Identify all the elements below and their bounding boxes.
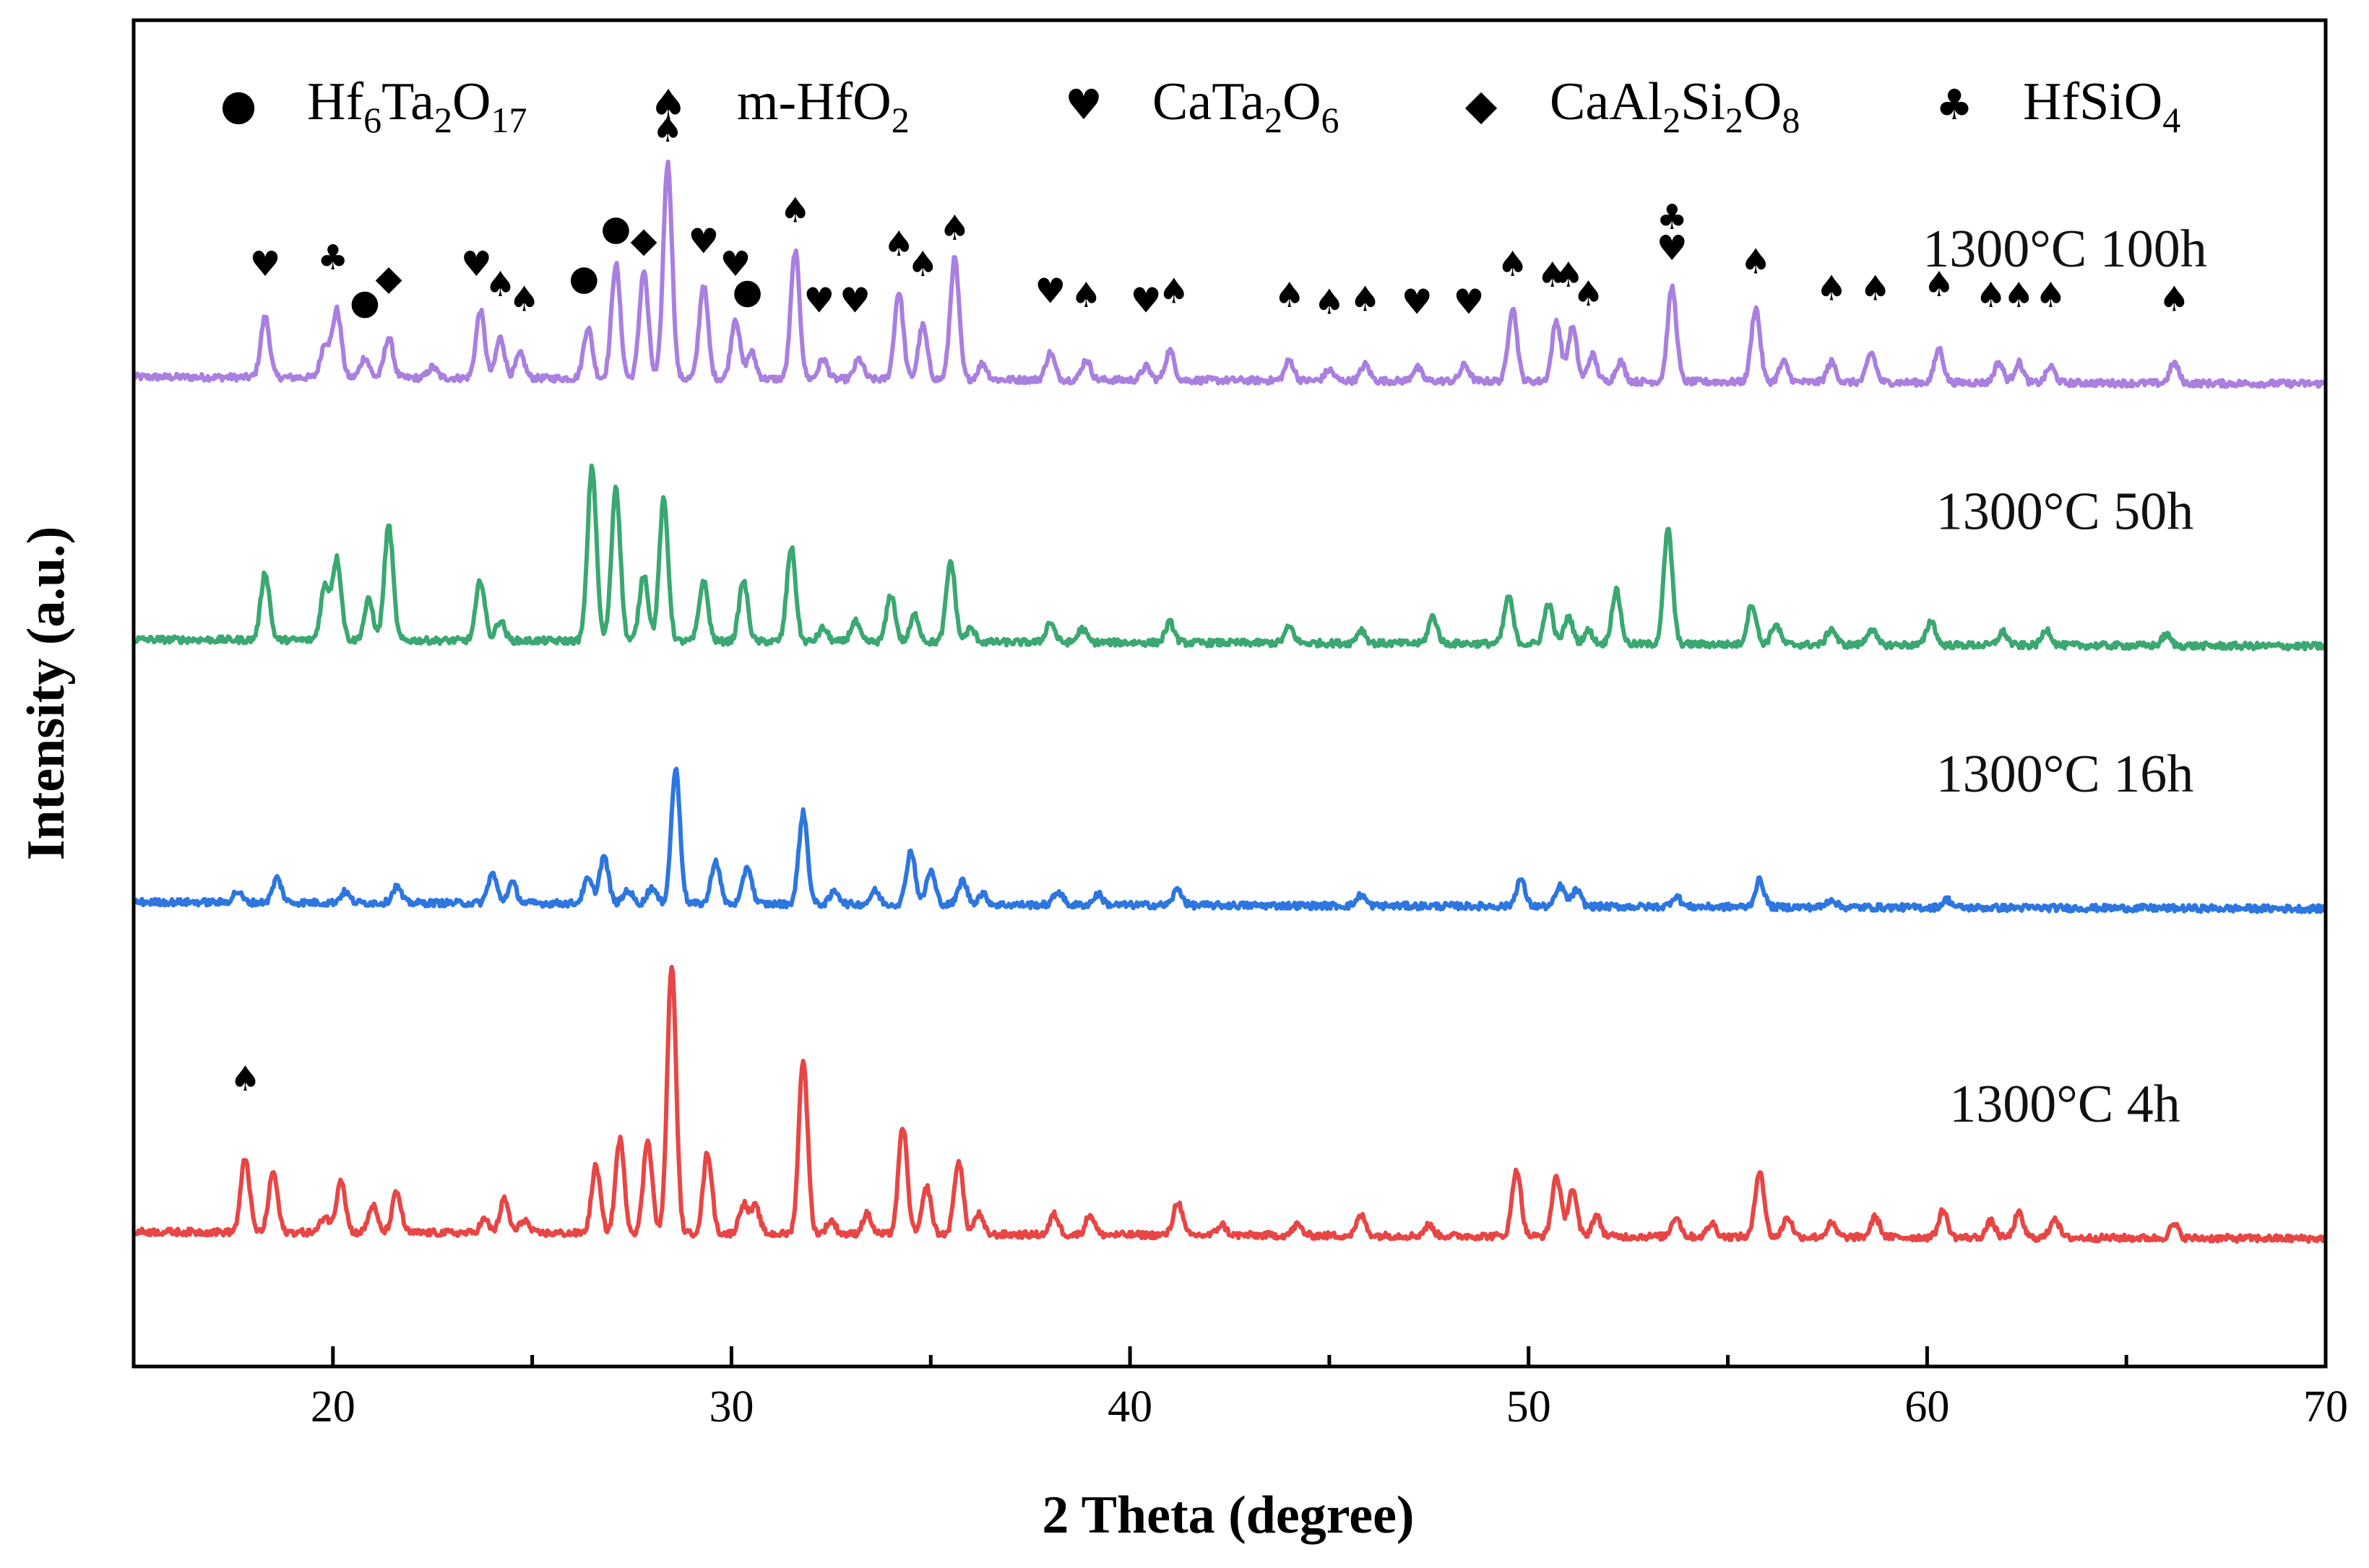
phase-marker: ♥ <box>250 244 281 285</box>
x-tick-label: 30 <box>709 1382 754 1431</box>
legend-label-part: O <box>452 72 491 131</box>
phase-marker: ♥ <box>1131 280 1162 321</box>
phase-marker: ♠ <box>780 191 811 231</box>
x-tick-label: 50 <box>1506 1382 1551 1431</box>
legend-label-subscript: 17 <box>491 100 527 140</box>
phase-marker: ♠ <box>907 244 938 285</box>
legend-label-part: O <box>1743 72 1782 131</box>
phase-marker: ♠ <box>2159 280 2190 320</box>
legend-label: m-HfO2 <box>737 72 910 140</box>
series-label-layer: 1300°C 100h 1300°C 50h 1300°C 16h 1300°C 4h <box>1923 220 2206 1134</box>
plot-frame <box>131 18 2328 1369</box>
x-tick-label: 60 <box>1904 1382 1949 1431</box>
x-tick-label: 40 <box>1108 1382 1152 1431</box>
phase-marker: ♠ <box>939 208 970 248</box>
legend-label: HfSiO4 <box>2023 72 2180 140</box>
legend-label-part: Hf <box>307 72 363 131</box>
legend-label-part: HfSiO <box>2023 72 2162 131</box>
phase-marker: ♠ <box>1975 275 2006 316</box>
phase-marker: ♠ <box>1860 269 1891 309</box>
phase-marker: ♠ <box>485 264 516 305</box>
legend-label-subscript: 2 <box>434 100 452 140</box>
phase-marker: ♠ <box>1350 280 1381 320</box>
series-line <box>131 964 2328 1244</box>
legend-label: Hf6Ta2O17 <box>307 72 527 140</box>
phase-marker: ● <box>601 208 631 248</box>
phase-marker: ● <box>569 258 599 298</box>
phase-marker: ♠ <box>509 280 540 320</box>
phase-marker: ● <box>733 271 763 311</box>
legend-label-subscript: 2 <box>1725 100 1743 140</box>
legend-label-subscript: 4 <box>2162 100 2180 140</box>
legend-label-subscript: 2 <box>1662 100 1680 140</box>
legend-symbol-diamond: ◆ <box>1465 80 1498 129</box>
phase-marker: ♥ <box>461 244 492 285</box>
phase-marker: ♠ <box>1553 255 1584 295</box>
phase-marker: ♠ <box>1274 275 1305 316</box>
series-label: 1300°C 50h <box>1936 482 2193 542</box>
legend-label-subscript: 8 <box>1782 100 1800 140</box>
legend: ● Hf6Ta2O17 ♠ m-HfO2 ♥ CaTa2O6 ◆ CaAl2Si2O8 ♣ HfS… <box>220 72 2181 140</box>
legend-label-subscript: 6 <box>363 100 381 140</box>
phase-marker: ♠ <box>1740 241 1772 282</box>
legend-label-part: m-HfO <box>737 72 892 131</box>
legend-symbol-club: ♣ <box>1936 80 1973 129</box>
phase-marker: ♠ <box>1816 269 1847 309</box>
phase-marker: ♠ <box>1573 274 1604 314</box>
phase-marker: ♠ <box>230 1059 261 1099</box>
phase-marker: ♠ <box>1313 282 1345 322</box>
x-axis-ticks: 20 30 40 50 60 70 <box>131 1346 2348 1431</box>
x-tick-label: 70 <box>2303 1382 2348 1431</box>
phase-marker: ♥ <box>720 244 751 285</box>
legend-label: CaAl2Si2O8 <box>1550 72 1800 140</box>
phase-marker: ♠ <box>2003 275 2034 316</box>
x-tick-label: 20 <box>311 1382 355 1431</box>
y-axis-title: Intensity (a.u.) <box>17 527 76 861</box>
phase-marker: ● <box>350 282 380 322</box>
phase-marker: ♠ <box>1158 271 1189 311</box>
phase-marker: ♠ <box>1497 244 1528 285</box>
phase-marker: ♠ <box>652 110 683 150</box>
phase-marker: ♥ <box>1453 282 1484 322</box>
phase-marker: ♥ <box>1402 282 1433 322</box>
phase-marker: ♥ <box>1657 228 1688 269</box>
legend-label-part: Si <box>1680 72 1725 131</box>
series-label: 1300°C 16h <box>1936 745 2193 804</box>
legend-label-part: CaAl <box>1550 72 1662 131</box>
phase-marker: ♥ <box>840 280 871 321</box>
legend-label-subscript: 6 <box>1321 100 1339 140</box>
phase-marker: ♠ <box>1071 275 1102 316</box>
legend-label-part: Ta <box>381 72 434 131</box>
x-axis-title: 2 Theta (degree) <box>1042 1486 1414 1545</box>
phase-marker: ♥ <box>1035 271 1066 311</box>
series-line <box>131 160 2326 389</box>
legend-symbol-heart: ♥ <box>1065 80 1102 129</box>
legend-label-subscript: 2 <box>1264 100 1282 140</box>
phase-marker: ♥ <box>803 280 834 321</box>
series-line <box>131 766 2328 914</box>
phase-marker: ♠ <box>1923 264 1954 305</box>
series-label: 1300°C 4h <box>1949 1075 2180 1134</box>
phase-marker: ♠ <box>1537 255 1568 295</box>
legend-label-part: CaTa <box>1152 72 1264 131</box>
series-label: 1300°C 100h <box>1923 220 2206 279</box>
phase-marker: ◆ <box>631 220 657 261</box>
legend-symbol-circle: ● <box>220 80 257 129</box>
phase-marker: ♣ <box>1657 197 1688 238</box>
series-line <box>132 463 2328 651</box>
series-layer <box>131 160 2328 1244</box>
phase-marker: ♠ <box>2035 275 2066 316</box>
phase-marker: ♣ <box>317 238 348 278</box>
legend-label-part: O <box>1282 72 1321 131</box>
phase-marker-layer: ♥ ♣●◆ ♥♠♠●● ◆♠♥♥●♠♥ ♥♠♠♠♥ ♠ ♥♠ ♠ ♠ ♠ ♥ ♥♠ ♠♠♠♣♥ ♠♠ ♠ ♠ ♠… <box>230 110 2190 1099</box>
phase-marker: ◆ <box>376 258 402 298</box>
phase-marker: ♠ <box>884 224 915 264</box>
legend-label-subscript: 2 <box>892 100 910 140</box>
phase-marker: ♥ <box>688 221 719 261</box>
legend-symbol-spade: ♠ <box>650 80 687 129</box>
legend-label: CaTa2O6 <box>1152 72 1339 140</box>
